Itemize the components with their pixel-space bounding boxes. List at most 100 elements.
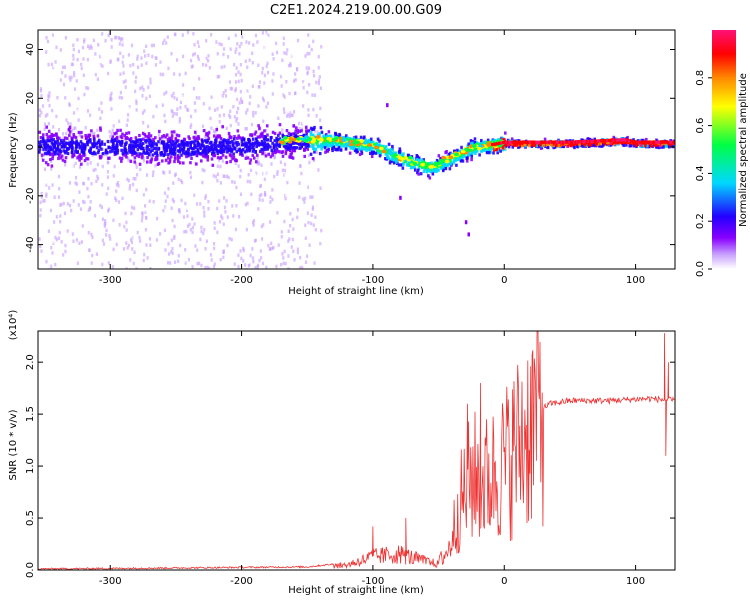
heatmap-cell (661, 140, 664, 144)
heatmap-cell (290, 146, 294, 150)
heatmap-cell (152, 146, 156, 151)
heatmap-cell (273, 117, 276, 122)
heatmap-cell (258, 194, 261, 198)
heatmap-cell (281, 128, 284, 132)
heatmap-cell (477, 146, 482, 151)
heatmap-cell (133, 140, 137, 144)
heatmap-cell (358, 152, 362, 157)
heatmap-cell (83, 40, 86, 44)
heatmap-cell (264, 170, 267, 175)
heatmap-cell (213, 190, 217, 195)
heatmap-cell (195, 202, 199, 206)
heatmap-cell (304, 260, 308, 264)
heatmap-cell (257, 63, 260, 68)
heatmap-cell (74, 135, 78, 140)
heatmap-cell (84, 125, 87, 130)
heatmap-cell (86, 157, 90, 161)
heatmap-cell (436, 168, 440, 172)
heatmap-cell (258, 181, 262, 186)
heatmap-cell (81, 199, 85, 204)
heatmap-cell (189, 114, 193, 119)
heatmap-cell (127, 131, 131, 135)
heatmap-cell (483, 148, 486, 152)
heatmap-cell (310, 221, 313, 226)
heatmap-cell (486, 141, 492, 145)
heatmap-cell (256, 135, 260, 139)
heatmap-cell (247, 130, 250, 134)
heatmap-cell (357, 147, 361, 151)
heatmap-cell (512, 143, 516, 147)
heatmap-cell (257, 160, 260, 164)
heatmap-cell (283, 162, 287, 167)
heatmap-cell (504, 142, 508, 146)
heatmap-cell (202, 129, 206, 133)
heatmap-cell (68, 258, 71, 262)
heatmap-cell (302, 133, 306, 138)
heatmap-cell (256, 263, 260, 268)
heatmap-cell (361, 145, 364, 149)
heatmap-cell (319, 221, 322, 225)
heatmap-cell (143, 204, 147, 208)
heatmap-cell (142, 120, 145, 125)
heatmap-cell (138, 235, 141, 240)
heatmap-cell (365, 148, 368, 153)
heatmap-cell (140, 156, 144, 160)
heatmap-cell (59, 78, 62, 82)
heatmap-cell (39, 200, 42, 205)
heatmap-cell (584, 139, 587, 144)
heatmap-cell (280, 84, 283, 88)
heatmap-cell (281, 252, 284, 256)
heatmap-cell (171, 114, 174, 118)
heatmap-cell (81, 109, 85, 113)
heatmap-cell (132, 147, 136, 151)
heatmap-cell (209, 116, 212, 121)
heatmap-cell (170, 151, 174, 155)
heatmap-cell (80, 62, 83, 67)
heatmap-cell (316, 242, 320, 247)
heatmap-cell (117, 36, 120, 40)
heatmap-cell (92, 150, 96, 154)
heatmap-cell (230, 209, 233, 214)
heatmap-cell (352, 147, 355, 151)
heatmap-cell (368, 147, 371, 151)
heatmap-cell (212, 143, 216, 147)
heatmap-cell (149, 77, 152, 81)
heatmap-cell (107, 207, 111, 211)
heatmap-cell (176, 149, 180, 153)
heatmap-cell (311, 142, 315, 147)
heatmap-cell (528, 144, 531, 148)
heatmap-cell (157, 73, 160, 77)
heatmap-cell (154, 163, 157, 168)
heatmap-cell (438, 165, 442, 169)
heatmap-cell (135, 188, 138, 193)
heatmap-cell (130, 211, 133, 216)
x-tick-label: -200 (230, 275, 253, 286)
heatmap-cell (64, 74, 67, 78)
heatmap-cell (297, 183, 300, 188)
heatmap-cell (39, 89, 43, 93)
heatmap-cell (137, 144, 141, 149)
heatmap-cell (222, 138, 226, 142)
heatmap-cell (463, 154, 466, 158)
heatmap-cell (50, 264, 53, 269)
heatmap-cell (220, 141, 224, 145)
heatmap-cell (305, 66, 308, 70)
snr-y-label: SNR (10 * v/v) (8, 409, 19, 480)
heatmap-cell (201, 112, 204, 116)
heatmap-cell (155, 157, 158, 161)
heatmap-cell (224, 94, 228, 98)
heatmap-cell (242, 248, 245, 253)
heatmap-cell (184, 248, 187, 252)
heatmap-cell (604, 138, 607, 143)
heatmap-cell (88, 149, 91, 153)
heatmap-cell (142, 159, 146, 163)
heatmap-cell (355, 148, 358, 152)
heatmap-cell (228, 236, 231, 241)
heatmap-cell (227, 175, 230, 180)
heatmap-cell (488, 149, 492, 153)
heatmap-cell (266, 138, 269, 142)
heatmap-cell (429, 167, 433, 171)
heatmap-cell (308, 243, 311, 247)
heatmap-cell (235, 119, 238, 123)
heatmap-cell (151, 148, 154, 152)
